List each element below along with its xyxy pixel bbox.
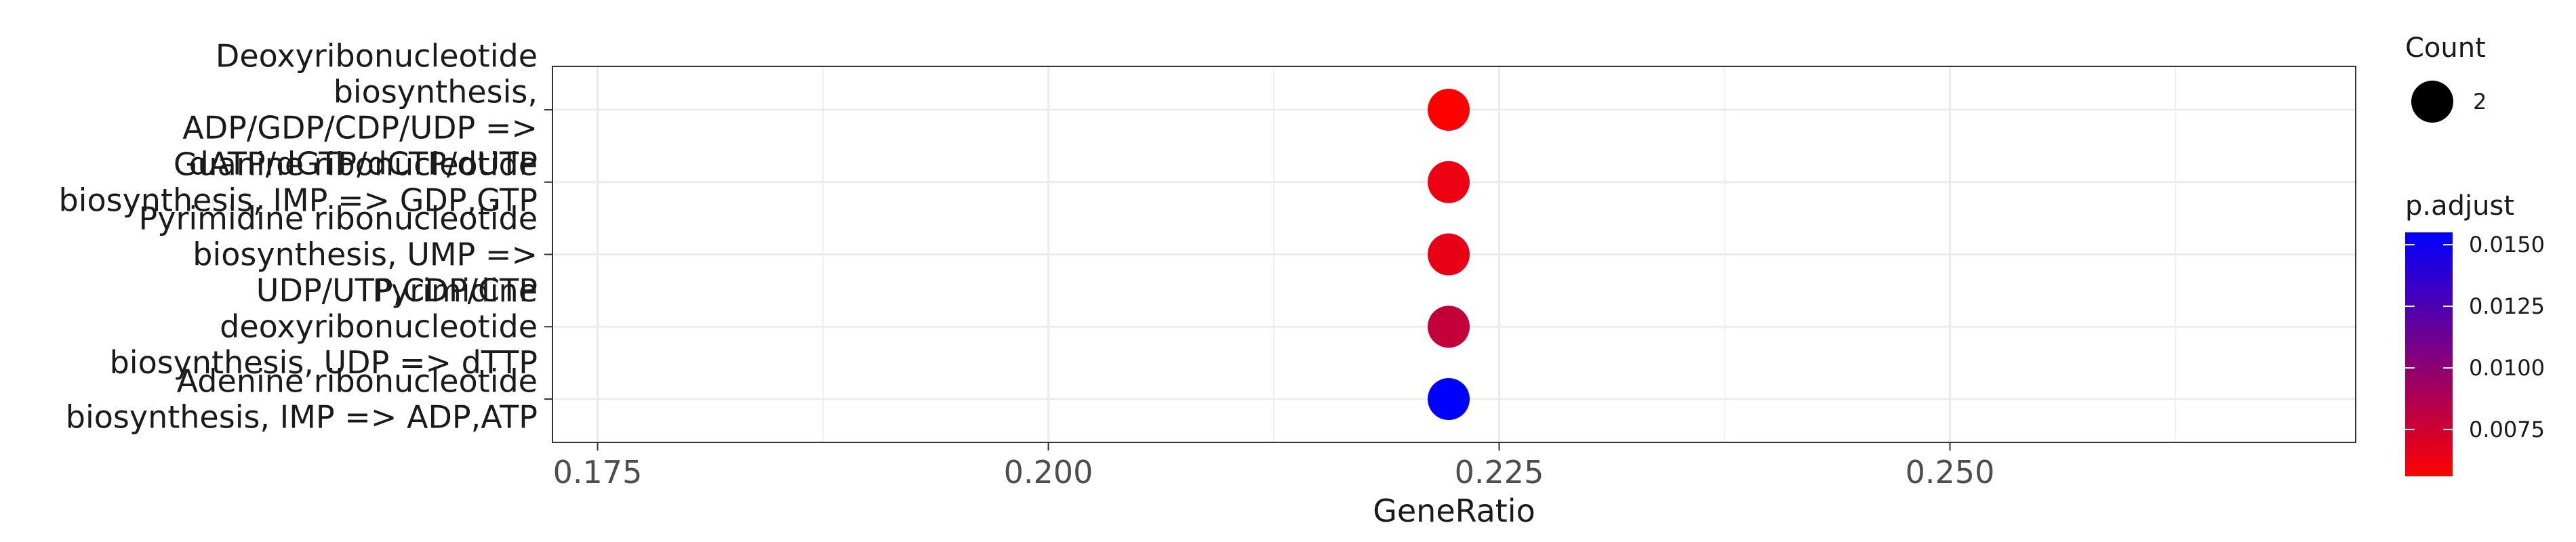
- x-tick-label: 0.175: [553, 454, 643, 491]
- x-tick-label: 0.200: [1004, 454, 1093, 491]
- y-axis-ticks: [544, 109, 552, 400]
- data-point: [1428, 233, 1470, 276]
- color-legend-label: 0.0100: [2469, 355, 2545, 381]
- x-axis-ticks: 0.175 0.200 0.225 0.250: [553, 442, 1995, 491]
- color-legend-title: p.adjust: [2405, 190, 2514, 222]
- y-category-label: Pyrimidine deoxyribonucleotide biosynthesi…: [110, 272, 538, 381]
- color-legend-label: 0.0125: [2469, 293, 2545, 319]
- x-axis-title: GeneRatio: [1373, 493, 1535, 529]
- y-axis-labels: Deoxyribonucleotide biosynthesis, ADP/GDP/…: [58, 38, 538, 436]
- size-legend-key: [2411, 81, 2453, 123]
- y-category-label: Guanine ribonucleotide biosynthesis, IMP …: [58, 146, 538, 218]
- y-category-label: Adenine ribonucleotide biosynthesis, IMP …: [66, 362, 538, 435]
- color-legend-bar: [2405, 232, 2453, 476]
- color-legend-label: 0.0075: [2469, 417, 2545, 442]
- data-point: [1428, 89, 1470, 131]
- data-point: [1428, 161, 1470, 203]
- color-legend-label: 0.0150: [2469, 232, 2545, 257]
- data-points: [1428, 89, 1470, 420]
- size-legend-value: 2: [2473, 89, 2487, 114]
- x-tick-label: 0.225: [1455, 454, 1544, 491]
- y-category-label: Pyrimidine ribonucleotide biosynthesis, U…: [139, 201, 538, 309]
- legend: Count 2 p.adjust 0.0075 0.0100 0.0125 0.0150: [2405, 33, 2545, 476]
- y-category-label: Deoxyribonucleotide biosynthesis, ADP/GDP/…: [182, 38, 538, 182]
- x-tick-label: 0.250: [1906, 454, 1995, 491]
- data-point: [1428, 306, 1470, 348]
- data-point: [1428, 377, 1470, 420]
- size-legend-title: Count: [2405, 33, 2486, 64]
